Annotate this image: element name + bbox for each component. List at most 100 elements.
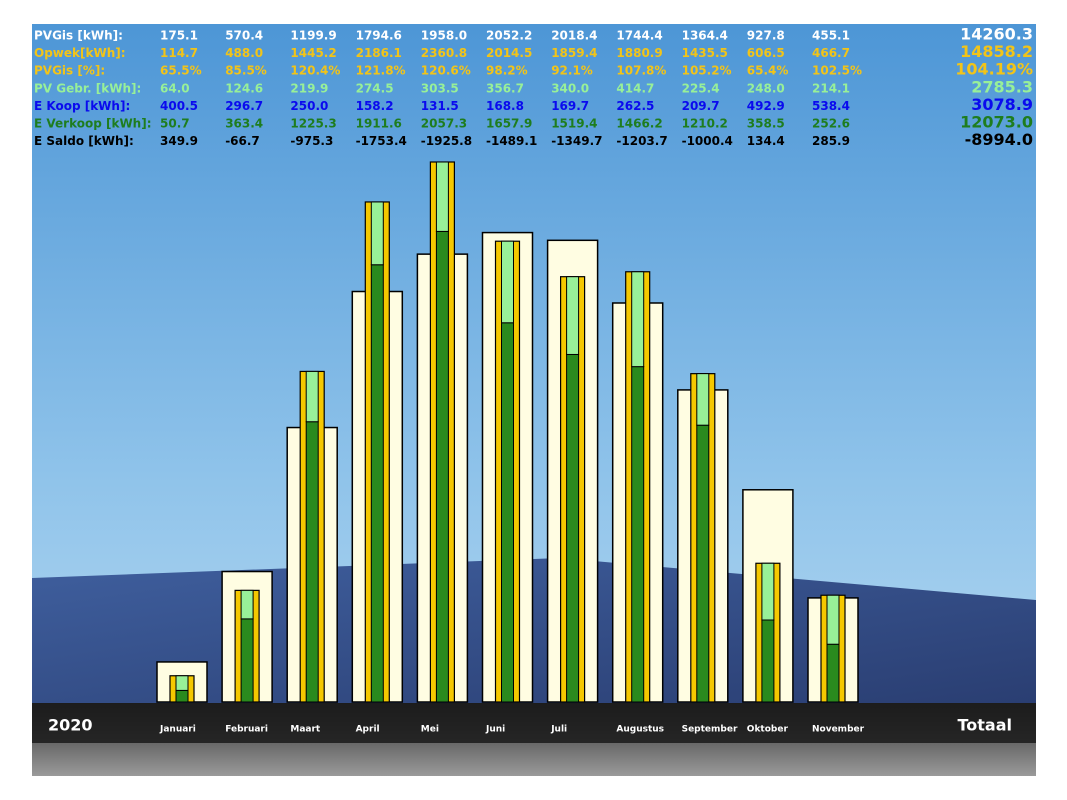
cell-value: 64.0 <box>160 81 190 95</box>
cell-value: 340.0 <box>551 81 589 95</box>
month-label: Mei <box>421 725 439 735</box>
year-label: 2020 <box>48 716 93 735</box>
pv-gebr-bar <box>696 373 710 426</box>
pv-gebr-bar <box>826 594 840 645</box>
cell-value: 1225.3 <box>290 117 336 131</box>
pv-gebr-bar <box>631 271 645 368</box>
month-label: September <box>682 725 738 735</box>
cell-value: 158.2 <box>356 99 394 113</box>
cell-value: 131.5 <box>421 99 459 113</box>
cell-value: -1925.8 <box>421 134 472 148</box>
cell-value: 488.0 <box>225 46 263 60</box>
cell-value: 105.2% <box>682 64 732 78</box>
month-label: Juli <box>550 725 567 735</box>
cell-value: 570.4 <box>225 29 263 43</box>
cell-value: 1435.5 <box>682 46 728 60</box>
cell-value: 2186.1 <box>356 46 402 60</box>
cell-value: 250.0 <box>290 99 328 113</box>
cell-value: 1199.9 <box>290 29 336 43</box>
row-total: 12073.0 <box>960 113 1033 132</box>
verkoop-bar <box>566 353 580 703</box>
cell-value: 285.9 <box>812 134 850 148</box>
total-title: Totaal <box>957 716 1012 735</box>
cell-value: 65.4% <box>747 64 789 78</box>
cell-value: 2014.5 <box>486 46 532 60</box>
label-strip <box>32 703 1036 743</box>
row-total: 14858.2 <box>960 42 1033 61</box>
verkoop-bar <box>631 366 645 703</box>
verkoop-bar <box>696 424 710 703</box>
cell-value: -1203.7 <box>616 134 667 148</box>
row-total: 2785.3 <box>971 77 1033 96</box>
cell-value: 538.4 <box>812 99 850 113</box>
cell-value: 124.6 <box>225 81 263 95</box>
cell-value: 252.6 <box>812 117 850 131</box>
cell-value: 358.5 <box>747 117 785 131</box>
pv-gebr-bar <box>566 276 580 355</box>
row-label: PVGis [kWh]: <box>34 29 123 43</box>
pv-gebr-bar <box>370 201 384 266</box>
pv-gebr-bar <box>435 161 449 232</box>
cell-value: 466.7 <box>812 46 850 60</box>
verkoop-bar <box>761 619 775 703</box>
month-label: Januari <box>159 725 196 735</box>
cell-value: 2052.2 <box>486 29 532 43</box>
row-label: E Saldo [kWh]: <box>34 134 134 148</box>
cell-value: 121.8% <box>356 64 406 78</box>
month-label: November <box>812 725 865 735</box>
verkoop-bar <box>175 689 189 703</box>
bars: Januari Februari Maart April Mei Juni Juli Augu… <box>156 161 865 735</box>
cell-value: 349.9 <box>160 134 198 148</box>
cell-value: 927.8 <box>747 29 785 43</box>
cell-value: 2360.8 <box>421 46 467 60</box>
cell-value: 50.7 <box>160 117 190 131</box>
row-label: PVGis [%]: <box>34 64 105 78</box>
cell-value: 1466.2 <box>616 117 662 131</box>
cell-value: 1364.4 <box>682 29 728 43</box>
cell-value: 356.7 <box>486 81 524 95</box>
cell-value: 98.2% <box>486 64 528 78</box>
cell-value: 248.0 <box>747 81 785 95</box>
pv-gebr-bar <box>501 240 514 324</box>
verkoop-bar <box>370 264 384 703</box>
row-total: 14260.3 <box>960 25 1033 44</box>
row-total: 3078.9 <box>971 95 1033 114</box>
cell-value: 168.8 <box>486 99 524 113</box>
month-label: April <box>356 725 380 735</box>
month-label: Februari <box>225 725 268 735</box>
cell-value: 363.4 <box>225 117 263 131</box>
cell-value: 1859.4 <box>551 46 597 60</box>
data-table: PVGis [kWh]: 175.1 570.4 1199.9 1794.6 1958.0… <box>34 25 1033 150</box>
cell-value: 1519.4 <box>551 117 597 131</box>
cell-value: -1000.4 <box>682 134 733 148</box>
cell-value: 1657.9 <box>486 117 532 131</box>
row-total: -8994.0 <box>965 130 1033 149</box>
cell-value: -1753.4 <box>356 134 407 148</box>
cell-value: -1349.7 <box>551 134 602 148</box>
cell-value: 455.1 <box>812 29 850 43</box>
cell-value: 102.5% <box>812 64 862 78</box>
cell-value: 303.5 <box>421 81 459 95</box>
cell-value: -1489.1 <box>486 134 537 148</box>
row-label: E Koop [kWh]: <box>34 99 130 113</box>
cell-value: 1445.2 <box>290 46 336 60</box>
cell-value: 492.9 <box>747 99 785 113</box>
verkoop-bar <box>305 421 319 703</box>
cell-value: 1911.6 <box>356 117 402 131</box>
month-label: Oktober <box>747 725 789 735</box>
verkoop-bar <box>435 230 449 703</box>
month-label: Juni <box>485 725 505 735</box>
cell-value: 120.6% <box>421 64 471 78</box>
row-label: E Verkoop [kWh]: <box>34 117 152 131</box>
cell-value: 114.7 <box>160 46 198 60</box>
row-label: PV Gebr. [kWh]: <box>34 81 141 95</box>
cell-value: 134.4 <box>747 134 785 148</box>
month-label: Augustus <box>616 725 664 735</box>
cell-value: 209.7 <box>682 99 720 113</box>
row-label: Opwek[kWh]: <box>34 46 126 60</box>
cell-value: 1958.0 <box>421 29 467 43</box>
cell-value: 1880.9 <box>616 46 662 60</box>
cell-value: 169.7 <box>551 99 589 113</box>
cell-value: 1210.2 <box>682 117 728 131</box>
